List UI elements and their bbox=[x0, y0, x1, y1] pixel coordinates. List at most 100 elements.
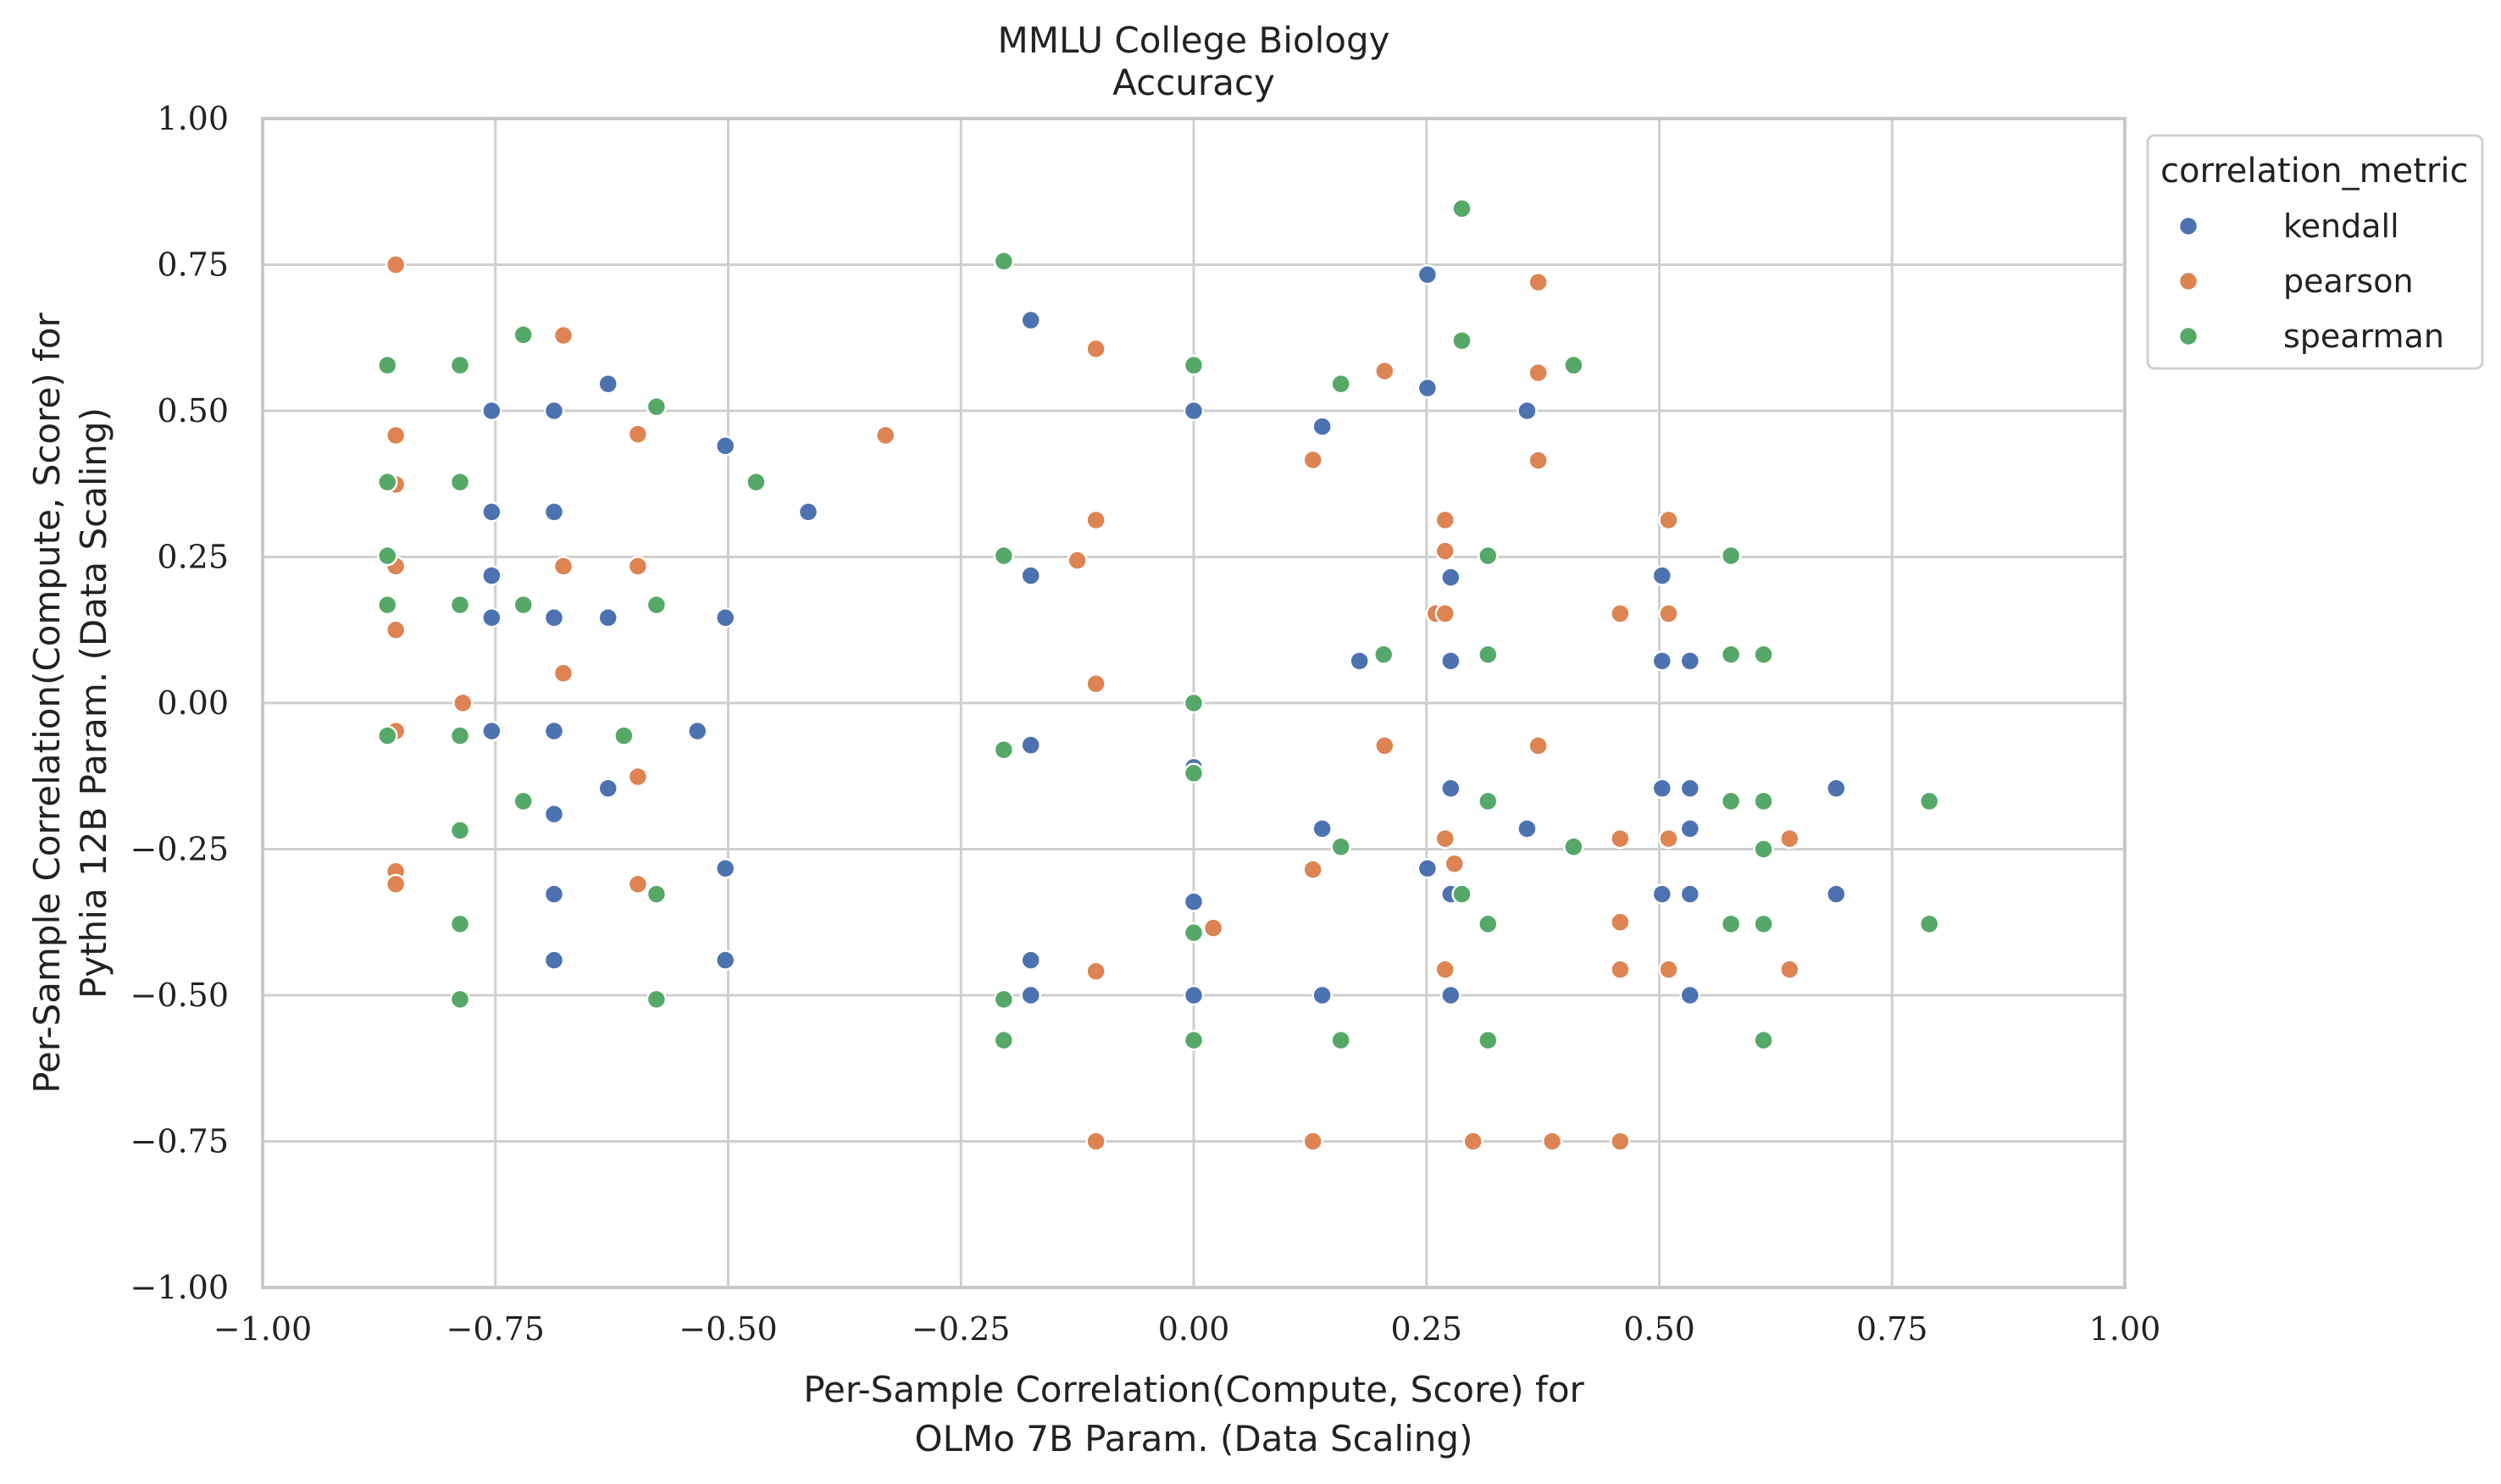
x-tick-label: 0.75 bbox=[1856, 1310, 1928, 1348]
kendall-point bbox=[1020, 984, 1041, 1006]
pearson-point bbox=[552, 324, 574, 346]
pearson-point bbox=[1434, 509, 1456, 531]
spearman-point bbox=[1183, 1029, 1205, 1051]
pearson-point bbox=[1528, 450, 1549, 471]
spearman-point bbox=[1330, 1029, 1351, 1051]
kendall-point bbox=[543, 883, 565, 905]
legend-marker-pearson bbox=[2177, 270, 2199, 292]
spearman-point bbox=[377, 594, 398, 616]
spearman-point bbox=[1330, 836, 1351, 857]
spearman-point bbox=[1451, 198, 1472, 219]
pearson-point bbox=[1779, 828, 1800, 850]
legend-label-pearson: pearson bbox=[2283, 263, 2414, 300]
pearson-point bbox=[1085, 509, 1106, 531]
pearson-point bbox=[1374, 360, 1395, 382]
kendall-point bbox=[1679, 883, 1701, 905]
kendall-point bbox=[543, 950, 565, 971]
spearman-point bbox=[449, 354, 471, 376]
y-axis-label: Per-Sample Correlation(Compute, Score) f… bbox=[26, 312, 114, 1093]
spearman-point bbox=[993, 251, 1015, 272]
spearman-point bbox=[449, 594, 471, 616]
pearson-point bbox=[385, 254, 407, 275]
y-tick-label: 0.50 bbox=[157, 392, 229, 429]
spearman-point bbox=[1183, 762, 1205, 784]
spearman-point bbox=[1753, 644, 1774, 665]
pearson-point bbox=[1434, 828, 1456, 850]
kendall-point bbox=[1651, 651, 1673, 672]
kendall-point bbox=[1679, 984, 1701, 1006]
pearson-point bbox=[1528, 735, 1549, 756]
kendall-point bbox=[1651, 883, 1673, 905]
legend-title: correlation_metric bbox=[2160, 152, 2468, 191]
pearson-point bbox=[1610, 959, 1631, 980]
kendall-point bbox=[481, 400, 502, 422]
kendall-point bbox=[1183, 984, 1205, 1006]
spearman-point bbox=[449, 820, 471, 841]
spearman-point bbox=[1478, 790, 1499, 812]
kendall-point bbox=[1312, 818, 1333, 839]
kendall-point bbox=[1651, 565, 1673, 586]
pearson-point bbox=[1085, 673, 1106, 695]
kendall-point bbox=[1517, 400, 1538, 422]
points-layer bbox=[377, 198, 1940, 1152]
y-tick-label: 0.00 bbox=[157, 684, 229, 722]
spearman-point bbox=[513, 324, 534, 346]
kendall-point bbox=[1183, 400, 1205, 422]
spearman-point bbox=[377, 471, 398, 493]
kendall-point bbox=[1417, 858, 1439, 879]
spearman-point bbox=[1372, 644, 1395, 665]
spearman-point bbox=[993, 988, 1015, 1011]
kendall-point bbox=[1679, 651, 1701, 672]
pearson-point bbox=[1302, 1131, 1323, 1152]
kendall-point bbox=[481, 565, 502, 586]
spearman-point bbox=[1563, 836, 1584, 857]
plot-frame bbox=[261, 117, 2127, 1289]
kendall-point bbox=[1679, 818, 1701, 839]
x-tick-labels: −1.00 −0.75 −0.50 −0.25 0.00 0.25 0.50 0.75 1.00 bbox=[214, 1310, 2161, 1348]
pearson-point bbox=[1434, 540, 1456, 562]
pearson-point bbox=[1610, 911, 1631, 933]
spearman-point bbox=[1451, 883, 1472, 905]
kendall-point bbox=[714, 435, 736, 457]
pearson-point bbox=[1462, 1131, 1483, 1152]
spearman-point bbox=[993, 545, 1015, 567]
pearson-point bbox=[1434, 603, 1456, 624]
kendall-point bbox=[1349, 651, 1370, 672]
kendall-point bbox=[543, 400, 565, 422]
legend-marker-kendall bbox=[2177, 215, 2199, 237]
kendall-point bbox=[714, 950, 736, 971]
pearson-point bbox=[552, 556, 574, 577]
pearson-point bbox=[1779, 959, 1800, 980]
y-tick-label: 0.75 bbox=[157, 246, 229, 284]
x-tick-label: −1.00 bbox=[214, 1310, 312, 1348]
pearson-point bbox=[1302, 859, 1323, 880]
pearson-point bbox=[1302, 449, 1323, 471]
spearman-point bbox=[613, 725, 635, 746]
spearman-point bbox=[1451, 329, 1472, 352]
pearson-point bbox=[1528, 362, 1549, 384]
pearson-point bbox=[1202, 917, 1224, 939]
kendall-point bbox=[543, 803, 565, 825]
pearson-point bbox=[627, 766, 649, 788]
pearson-point bbox=[1374, 735, 1395, 756]
kendall-point bbox=[1440, 778, 1461, 799]
spearman-point bbox=[449, 913, 471, 935]
kendall-point bbox=[481, 720, 502, 742]
chart-title: MMLU College Biology Accuracy bbox=[998, 19, 1390, 103]
spearman-point bbox=[993, 739, 1015, 761]
y-tick-label: 0.25 bbox=[157, 539, 229, 576]
pearson-point bbox=[1610, 603, 1631, 624]
spearman-point bbox=[746, 471, 767, 493]
pearson-point bbox=[1658, 509, 1679, 531]
kendall-point bbox=[481, 501, 502, 523]
x-tick-label: 0.25 bbox=[1390, 1310, 1462, 1348]
pearson-point bbox=[385, 619, 407, 640]
kendall-point bbox=[597, 778, 618, 799]
spearman-point bbox=[1720, 913, 1742, 935]
spearman-point bbox=[1753, 839, 1774, 860]
spearman-point bbox=[1330, 374, 1351, 395]
spearman-point bbox=[1753, 913, 1774, 935]
spearman-point bbox=[646, 594, 668, 616]
kendall-point bbox=[481, 607, 502, 628]
